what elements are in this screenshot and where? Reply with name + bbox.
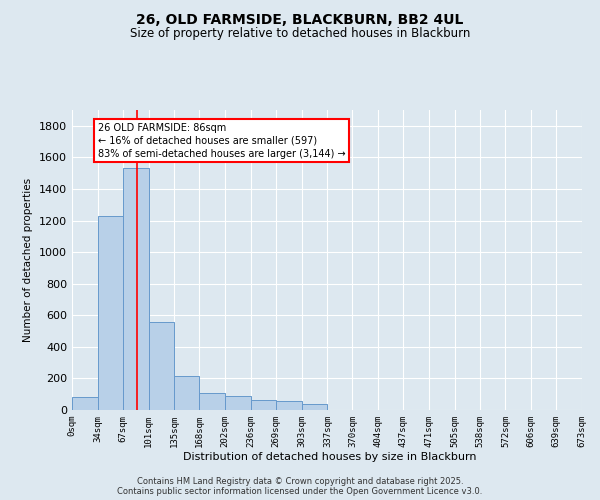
Bar bbox=[276, 402, 302, 410]
Bar bbox=[199, 392, 225, 410]
Bar bbox=[302, 404, 328, 410]
Text: Size of property relative to detached houses in Blackburn: Size of property relative to detached ho… bbox=[130, 28, 470, 40]
Text: 26, OLD FARMSIDE, BLACKBURN, BB2 4UL: 26, OLD FARMSIDE, BLACKBURN, BB2 4UL bbox=[136, 12, 464, 26]
Text: Contains public sector information licensed under the Open Government Licence v3: Contains public sector information licen… bbox=[118, 486, 482, 496]
Bar bbox=[175, 376, 199, 410]
Bar bbox=[123, 168, 149, 410]
Text: Contains HM Land Registry data © Crown copyright and database right 2025.: Contains HM Land Registry data © Crown c… bbox=[137, 476, 463, 486]
Bar bbox=[149, 322, 175, 410]
Bar bbox=[72, 398, 98, 410]
Bar bbox=[98, 216, 123, 410]
Text: Distribution of detached houses by size in Blackburn: Distribution of detached houses by size … bbox=[183, 452, 477, 462]
Y-axis label: Number of detached properties: Number of detached properties bbox=[23, 178, 34, 342]
Bar bbox=[251, 400, 276, 410]
Text: 26 OLD FARMSIDE: 86sqm
← 16% of detached houses are smaller (597)
83% of semi-de: 26 OLD FARMSIDE: 86sqm ← 16% of detached… bbox=[98, 122, 346, 159]
Bar bbox=[225, 396, 251, 410]
